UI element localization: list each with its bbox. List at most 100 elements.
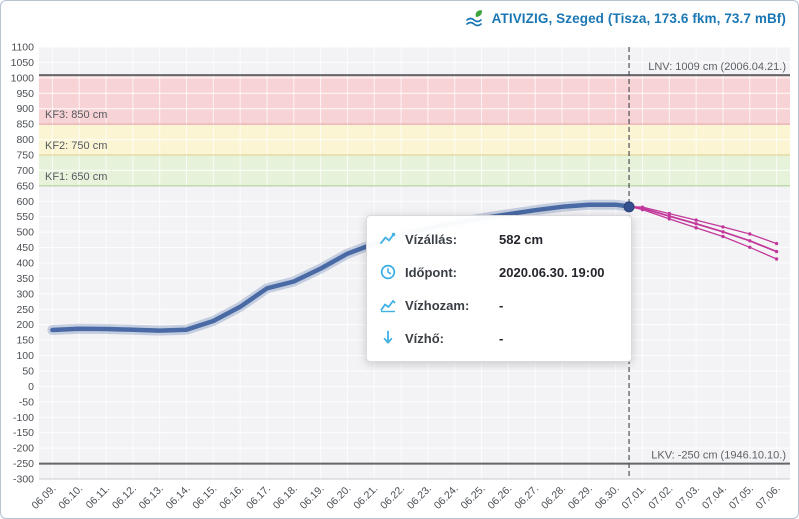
y-tick-label: 400 [16,258,34,270]
y-tick-label: 600 [16,196,34,208]
clock-icon [379,263,397,281]
x-tick-label: 06.29. [566,483,595,512]
forecast-point [721,225,725,229]
x-tick-label: 06.11. [84,483,113,512]
chart-tooltip: Vízállás: 582 cm Időpont: 2020.06.30. 19:00… [366,215,632,362]
y-tick-label: 350 [16,273,34,285]
water-temperature-icon [379,329,397,347]
x-tick-label: 06.09. [29,483,58,512]
forecast-point [774,257,779,261]
forecast-point [721,234,725,239]
y-tick-label: 250 [16,304,34,316]
y-tick-label: 950 [16,88,34,100]
tooltip-value: - [499,330,504,346]
forecast-point [774,249,779,254]
y-tick-label: 650 [16,180,34,192]
forecast-point [694,226,698,230]
observed-series[interactable] [50,202,632,333]
forecast-point [774,241,779,246]
y-tick-label: 500 [16,227,34,239]
x-tick-label: 06.30. [593,483,622,512]
forecast-point [694,222,698,226]
tooltip-value: 582 cm [499,231,544,247]
x-tick-label: 06.20. [324,483,353,512]
tooltip-value: 2020.06.30. 19:00 [499,264,605,280]
x-tick-label: 06.28. [539,483,568,512]
y-tick-label: 550 [16,211,34,223]
station-title: ATIVIZIG, Szeged (Tisza, 173.6 fkm, 73.7… [491,10,786,26]
chart-area: KF1: 650 cm KF2: 750 cm KF3: 850 cm LNV: 10… [1,35,798,518]
band-kf3-zone [39,75,790,125]
tooltip-label: Vízhozam: [405,297,470,313]
tooltip-label: Időpont: [405,264,457,280]
y-tick-label: -150 [13,427,34,439]
y-tick-label: -50 [19,396,34,408]
x-tick-label: 07.04. [700,483,729,512]
forecast-point [640,207,645,212]
water-level-chart[interactable]: KF1: 650 cm KF2: 750 cm KF3: 850 cm LNV: 10… [1,35,798,518]
y-tick-label: 1100 [11,42,34,54]
chart-header: ATIVIZIG, Szeged (Tisza, 173.6 fkm, 73.7… [1,1,798,35]
y-tick-label: 100 [16,350,34,362]
y-tick-label: 1050 [11,57,35,69]
tooltip-row: Vízhő: - [379,325,619,351]
y-tick-label: 450 [16,242,34,254]
tooltip-label: Vízállás: [405,231,458,247]
tooltip-label: Vízhő: [405,330,444,346]
x-tick-label: 06.21. [351,483,380,512]
y-tick-label: 700 [16,165,34,177]
x-tick-label: 06.27. [512,483,541,512]
x-tick-label: 07.05. [727,483,756,512]
y-tick-label: 900 [16,103,34,115]
x-tick-label: 06.16. [217,483,246,512]
x-tick-label: 07.01. [619,483,648,512]
water-level-icon [379,230,397,248]
y-tick-label: 0 [28,381,34,393]
x-tick-label: 07.02. [646,483,675,512]
x-tick-label: 06.13. [137,483,166,512]
y-tick-label: -250 [13,458,34,470]
y-tick-label: -200 [13,443,34,455]
x-tick-label: 06.24. [432,483,461,512]
y-tick-label: 50 [22,366,34,378]
forecast-point [694,218,698,222]
x-tick-label: 06.23. [405,483,434,512]
forecast-point [748,232,752,236]
x-tick-label: 07.06. [754,483,783,512]
x-tick-label: 06.17. [244,483,273,512]
tooltip-row: Vízhozam: - [379,292,619,318]
y-tick-label: 150 [16,335,34,347]
tooltip-row: Időpont: 2020.06.30. 19:00 [379,259,619,285]
y-tick-label: 200 [16,319,34,331]
y-tick-label: 850 [16,119,34,131]
y-tick-label: 800 [16,134,34,146]
y-tick-label: 750 [16,150,34,162]
forecast-point [721,230,725,234]
x-tick-label: 07.03. [673,483,702,512]
flow-chart-icon [379,296,397,314]
x-tick-label: 06.14. [164,483,193,512]
ativizig-logo-icon [465,8,485,28]
x-tick-label: 06.18. [271,483,300,512]
x-tick-label: 06.10. [56,483,85,512]
current-value-marker[interactable] [623,201,635,213]
ref-label-lkv: LKV: -250 cm (1946.10.10.) [651,450,786,462]
level-label-kf1-zone: KF1: 650 cm [45,171,107,183]
level-label-kf3-zone: KF3: 850 cm [45,109,107,121]
x-tick-label: 06.25. [459,483,488,512]
x-tick-label: 06.19. [298,483,327,512]
y-tick-label: 300 [16,288,34,300]
x-tick-label: 06.26. [485,483,514,512]
y-tick-label: -100 [13,412,34,424]
y-tick-label: 1000 [11,72,35,84]
level-label-kf2-zone: KF2: 750 cm [45,140,107,152]
forecast-point [667,211,672,216]
tooltip-value: - [499,297,504,313]
forecast-point [748,239,752,243]
ref-label-lnv: LNV: 1009 cm (2006.04.21.) [648,61,786,73]
forecast-point [667,214,672,218]
x-tick-label: 06.22. [378,483,407,512]
x-tick-label: 06.12. [110,483,139,512]
x-tick-label: 06.15. [190,483,219,512]
